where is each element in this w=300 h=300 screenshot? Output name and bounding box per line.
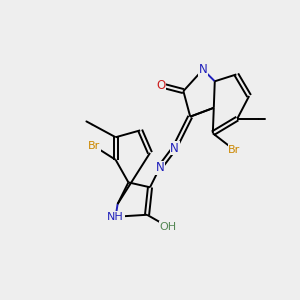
Text: N: N [199, 63, 207, 76]
Text: O: O [156, 79, 165, 92]
Text: Br: Br [228, 145, 241, 155]
Text: Br: Br [88, 141, 100, 151]
Text: N: N [170, 142, 179, 154]
Text: NH: NH [107, 212, 124, 222]
Text: N: N [155, 161, 164, 174]
Text: OH: OH [159, 222, 176, 232]
